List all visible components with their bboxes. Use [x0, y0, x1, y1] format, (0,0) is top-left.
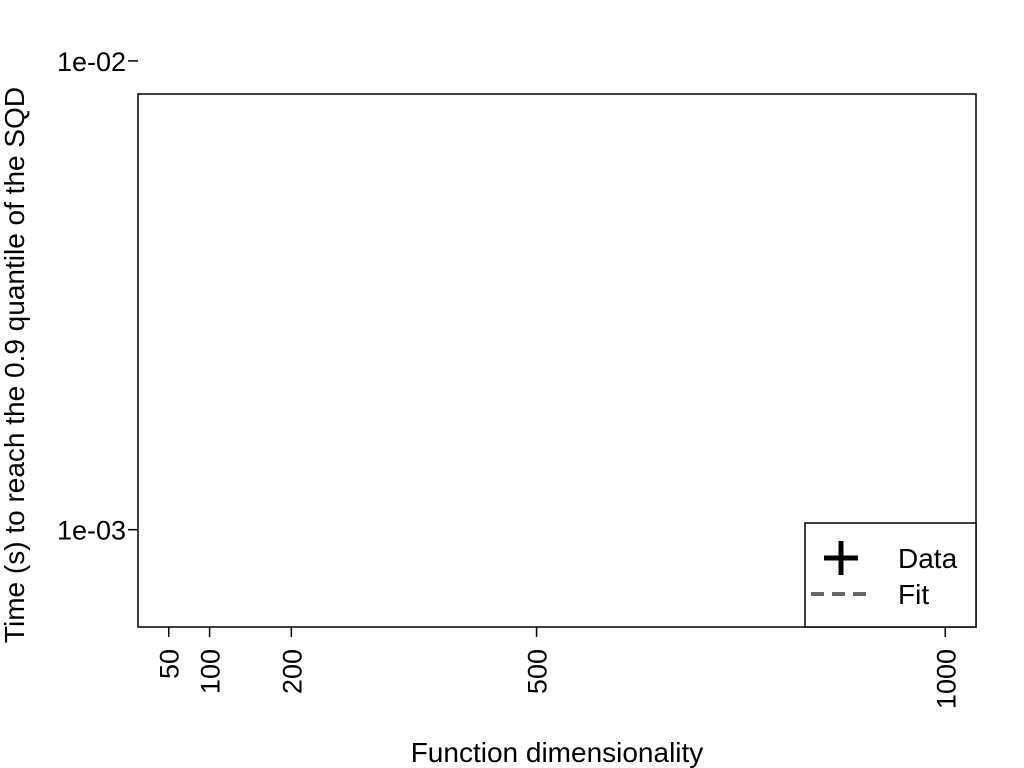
y-tick-label: 1e-03 — [57, 516, 126, 546]
y-tick-label: 1e-02 — [57, 47, 126, 77]
legend-label-data: Data — [898, 543, 958, 574]
x-tick-label: 1000 — [931, 649, 961, 709]
plot-frame — [137, 93, 977, 628]
y-axis-title: Time (s) to reach the 0.9 quantile of th… — [0, 87, 30, 643]
x-tick-label: 50 — [155, 649, 185, 679]
x-axis-title: Function dimensionality — [411, 737, 704, 768]
legend: Data Fit — [804, 522, 977, 628]
legend-marker-data — [824, 541, 858, 575]
x-tick-label: 500 — [523, 649, 553, 694]
x-tick-label: 200 — [277, 649, 307, 694]
x-tick-label: 100 — [196, 649, 226, 694]
legend-label-fit: Fit — [898, 579, 929, 610]
x-axis: 50 100 200 500 1000 — [155, 627, 961, 709]
legend-box — [804, 522, 977, 628]
